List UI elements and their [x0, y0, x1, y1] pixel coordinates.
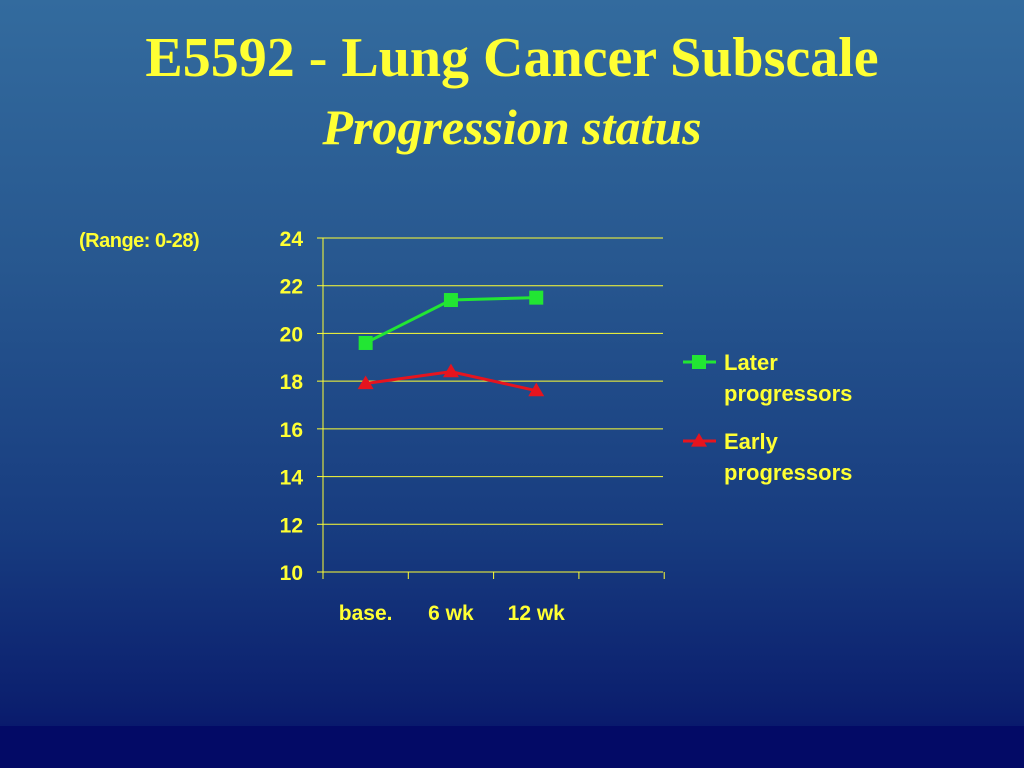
axes	[317, 237, 665, 579]
data-point	[357, 375, 374, 390]
data-point	[528, 382, 545, 397]
y-tick-label: 22	[280, 276, 303, 299]
y-tick-label: 16	[280, 419, 303, 442]
y-tick-label: 20	[280, 323, 303, 346]
y-tick-label: 12	[280, 514, 303, 537]
data-point	[443, 293, 458, 308]
slide-title: E5592 - Lung Cancer Subscale	[145, 27, 879, 89]
legend-label: Later	[724, 350, 778, 375]
data-point	[358, 335, 373, 350]
data-point	[529, 290, 544, 305]
y-tick-label: 24	[280, 228, 304, 251]
y-tick-label: 18	[280, 371, 304, 394]
x-tick-label: 12 wk	[508, 602, 566, 625]
series	[357, 290, 545, 397]
y-tick-labels: 10 12 14 16 18 20 22 24	[280, 228, 304, 585]
legend-label: progressors	[724, 381, 852, 406]
legend: Later progressors Early progressors	[683, 350, 852, 485]
legend-label: progressors	[724, 460, 852, 485]
x-tick-label: 6 wk	[428, 602, 474, 625]
data-point	[691, 433, 707, 447]
slide-footer-band	[0, 726, 1024, 768]
data-point	[442, 363, 459, 378]
slide-subtitle: Progression status	[322, 99, 702, 155]
y-tick-label: 14	[280, 467, 304, 490]
range-note: (Range: 0-28)	[79, 230, 200, 252]
legend-label: Early	[724, 429, 779, 454]
x-tick-labels: base. 6 wk 12 wk	[339, 602, 565, 625]
y-tick-label: 10	[280, 562, 303, 585]
x-tick-label: base.	[339, 602, 393, 625]
data-point	[692, 355, 706, 369]
